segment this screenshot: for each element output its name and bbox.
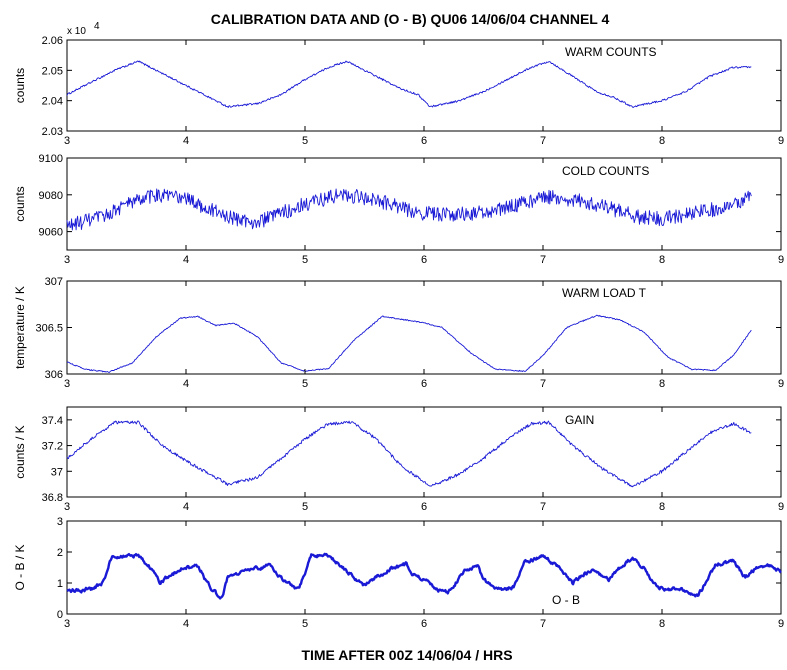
x-tick-label: 7 [540, 378, 546, 390]
x-tick-label: 5 [302, 254, 308, 266]
x-tick-label: 8 [659, 501, 665, 513]
x-tick-label: 3 [64, 378, 70, 390]
panels-group: 3 4 5 6 7 8 9 2.03 2.04 2.05 2.06 x 10 4 counts WARM C… [13, 21, 784, 630]
data-line [66, 188, 752, 231]
x-tick-label: 9 [778, 501, 784, 513]
x-tick-label: 8 [659, 135, 665, 147]
x-tick-label: 3 [64, 135, 70, 147]
x-tick-label: 9 [778, 618, 784, 630]
panel-annotation: WARM COUNTS [565, 45, 657, 59]
y-tick-label: 9060 [39, 227, 63, 239]
y-tick-label: 2.06 [42, 35, 63, 47]
y-tick-label: 36.8 [42, 492, 63, 504]
panel-4: 3 4 5 6 7 8 9 36.8 37 37.2 37.4 counts / K GAIN [13, 406, 784, 513]
x-tick-label: 4 [183, 378, 189, 390]
x-tick-label: 6 [421, 501, 427, 513]
y-tick-label: 1 [57, 578, 63, 590]
data-line [66, 60, 752, 108]
x-tick-label: 4 [183, 254, 189, 266]
y-axis-label: counts [13, 68, 27, 103]
x-tick-label: 9 [778, 135, 784, 147]
x-axis-title: TIME AFTER 00Z 14/06/04 / HRS [301, 647, 512, 663]
panel-annotation: O - B [552, 593, 580, 607]
x-tick-label: 3 [64, 254, 70, 266]
x-tick-label: 5 [302, 618, 308, 630]
x-tick-label: 8 [659, 618, 665, 630]
panel-frame [66, 39, 782, 132]
y-tick-label: 2.05 [42, 65, 63, 77]
y-axis-label: temperature / K [13, 286, 27, 369]
y-axis-label: counts [13, 186, 27, 221]
y-tick-label: 2.03 [42, 126, 63, 138]
y-exponent-label: x 10 [67, 26, 86, 37]
y-tick-label: 307 [45, 276, 63, 288]
y-tick-label: 9100 [39, 153, 63, 165]
y-axis-label: O - B / K [13, 544, 27, 590]
y-tick-label: 0 [57, 609, 63, 621]
x-tick-label: 5 [302, 501, 308, 513]
x-tick-label: 7 [540, 254, 546, 266]
x-tick-label: 5 [302, 378, 308, 390]
x-tick-label: 8 [659, 378, 665, 390]
x-tick-label: 8 [659, 254, 665, 266]
panel-annotation: COLD COUNTS [562, 164, 649, 178]
panel-3: 3 4 5 6 7 8 9 306 306.5 307 temperature / K WARM LO… [13, 276, 784, 390]
panel-5: 3 4 5 6 7 8 9 0 1 2 3 O - B / K O - B [13, 516, 784, 630]
y-tick-label: 37.4 [42, 415, 63, 427]
y-tick-label: 2.04 [42, 96, 63, 108]
data-line [66, 420, 752, 488]
x-tick-label: 6 [421, 378, 427, 390]
x-tick-label: 3 [64, 501, 70, 513]
data-line [66, 552, 782, 600]
y-tick-label: 37.2 [42, 441, 63, 453]
y-tick-label: 2 [57, 547, 63, 559]
chart-title: CALIBRATION DATA AND (O - B) QU06 14/06/… [211, 11, 610, 27]
panel-1: 3 4 5 6 7 8 9 2.03 2.04 2.05 2.06 x 10 4 counts WARM C… [13, 21, 784, 147]
x-tick-label: 6 [421, 135, 427, 147]
x-tick-label: 3 [64, 618, 70, 630]
x-tick-label: 5 [302, 135, 308, 147]
x-tick-label: 4 [183, 618, 189, 630]
y-tick-label: 9080 [39, 190, 63, 202]
x-tick-label: 9 [778, 254, 784, 266]
panel-frame [66, 157, 782, 251]
panel-annotation: GAIN [565, 413, 594, 427]
data-line [66, 314, 752, 373]
panel-annotation: WARM LOAD T [562, 286, 647, 300]
y-exponent-power: 4 [94, 21, 100, 32]
y-tick-label: 3 [57, 516, 63, 528]
x-tick-label: 7 [540, 618, 546, 630]
y-axis-label: counts / K [13, 425, 27, 478]
y-tick-label: 306 [45, 369, 63, 381]
x-tick-label: 7 [540, 501, 546, 513]
x-tick-label: 4 [183, 135, 189, 147]
x-tick-label: 6 [421, 254, 427, 266]
y-tick-label: 37 [51, 466, 63, 478]
y-tick-label: 306.5 [35, 323, 63, 335]
x-tick-label: 9 [778, 378, 784, 390]
x-tick-label: 6 [421, 618, 427, 630]
panel-frame [66, 520, 782, 615]
panel-2: 3 4 5 6 7 8 9 9060 9080 9100 counts COLD COUNTS [13, 153, 784, 266]
x-tick-label: 4 [183, 501, 189, 513]
x-tick-label: 7 [540, 135, 546, 147]
panel-frame [66, 406, 782, 498]
